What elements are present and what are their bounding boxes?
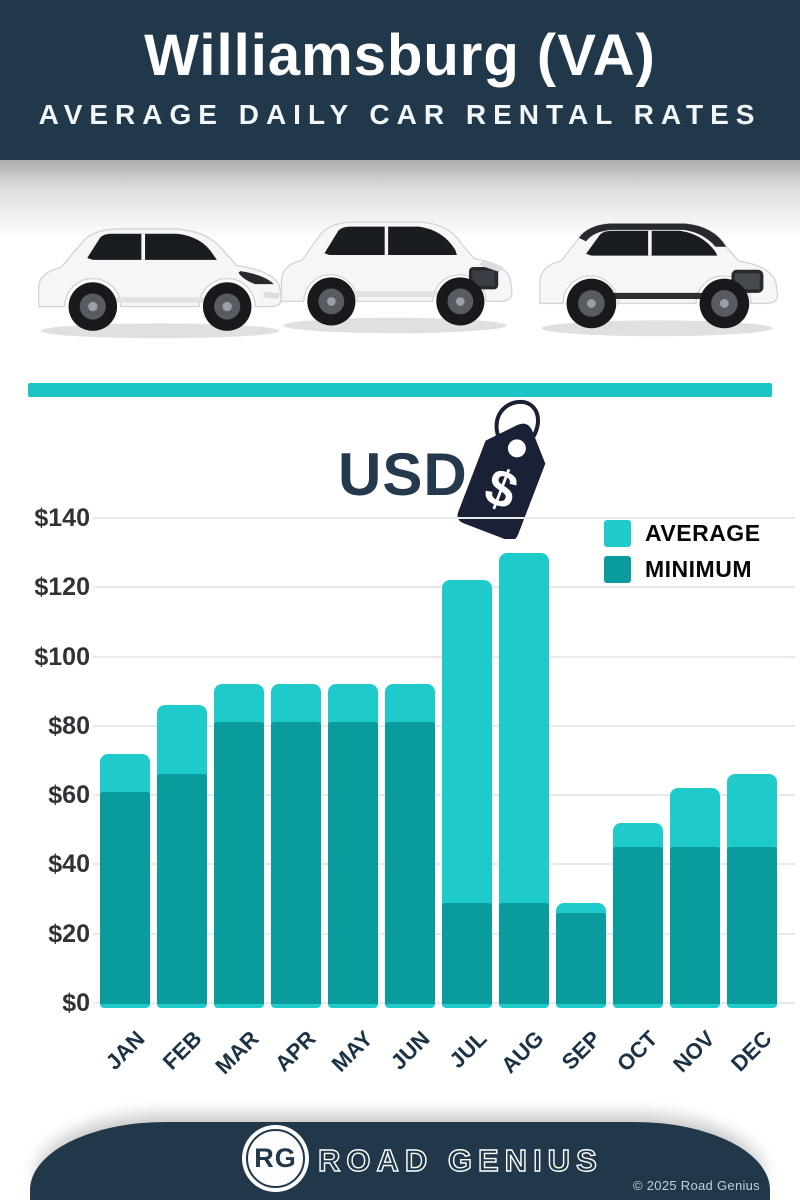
legend-label-average: AVERAGE [645,520,761,546]
brand-logo-initials: RG [254,1143,297,1173]
minimum-bar-apr [271,722,321,1004]
currency-label: USD [338,441,468,508]
suv-black-roof-illustration [539,223,779,337]
suv-illustration [280,221,513,334]
car-image-hatchback [12,202,308,342]
minimum-bar-mar [214,722,264,1004]
teal-divider-bar [28,383,772,397]
gridline [93,517,795,519]
chart-legend: AVERAGE MINIMUM [604,520,761,592]
minimum-bar-nov [670,847,720,1004]
footer: RG ROAD GENIUS © 2025 Road Genius [30,1122,770,1200]
price-tag-icon: $ [442,394,577,541]
legend-item-average: AVERAGE [604,520,761,547]
legend-swatch-average [604,520,631,547]
minimum-bar-jun [385,722,435,1004]
y-axis-tick-label: $80 [48,711,90,740]
y-axis-tick-label: $40 [48,850,90,879]
page-subtitle: AVERAGE DAILY CAR RENTAL RATES [38,99,762,130]
minimum-bar-may [328,722,378,1004]
y-axis-tick-label: $140 [34,504,90,532]
car-image-suv-black-roof [524,192,790,344]
minimum-bar-oct [613,847,663,1004]
hatchback-illustration [37,228,283,339]
minimum-bar-aug [499,902,549,1004]
copyright-text: © 2025 Road Genius [632,1178,760,1193]
minimum-bar-sep [556,912,606,1004]
car-image-suv [266,188,524,346]
legend-item-minimum: MINIMUM [604,556,761,583]
brand-name: ROAD GENIUS [317,1142,603,1178]
y-axis-tick-label: $100 [34,642,90,671]
minimum-bar-dec [727,847,777,1004]
price-tag-svg: $ [457,399,546,541]
legend-label-minimum: MINIMUM [645,556,752,582]
minimum-bar-feb [157,774,207,1004]
y-axis-tick-label: $20 [48,919,90,948]
y-axis-tick-label: $60 [48,781,90,810]
page-header: Williamsburg (VA) AVERAGE DAILY CAR RENT… [0,0,800,160]
minimum-bar-jan [100,791,150,1004]
page-title: Williamsburg (VA) [144,23,656,88]
y-axis-tick-label: $120 [34,573,90,602]
minimum-bar-jul [442,902,492,1004]
legend-swatch-minimum [604,556,631,583]
y-axis-tick-label: $0 [62,989,90,1017]
brand-logo: RG [242,1125,309,1192]
